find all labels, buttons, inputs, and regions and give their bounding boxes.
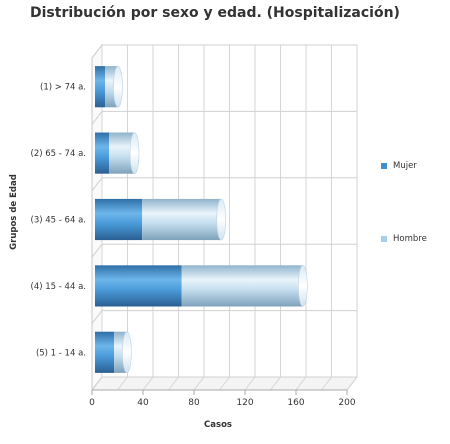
gridline-left-wall	[91, 243, 103, 258]
chart-title: Distribución por sexo y edad. (Hospitali…	[30, 5, 400, 21]
x-tick-label-1: 0	[89, 398, 95, 408]
gridline-floor	[193, 376, 205, 391]
y-tick-label-2: (2) 65 - 74 a.	[31, 149, 86, 159]
gridline-left-wall	[91, 177, 103, 192]
x-tick-label-2: 40	[137, 398, 149, 408]
bar-mujer-4[interactable]	[95, 265, 182, 307]
gridline-floor	[295, 376, 307, 391]
bar-mujer-1[interactable]	[95, 66, 106, 108]
gridline-left-wall	[91, 376, 103, 391]
legend-label-hombre: Hombre	[393, 234, 427, 244]
x-tick-label-4: 120	[236, 398, 253, 408]
gridline-left-wall	[91, 310, 103, 324]
gridline-floor	[270, 376, 281, 391]
legend: Mujer Hombre	[381, 0, 450, 444]
gridline-floor	[168, 376, 179, 391]
y-tick-label-5: (5) 1 - 14 a.	[36, 348, 86, 358]
x-tick-label-6: 200	[338, 398, 355, 408]
gridline-left-wall	[91, 44, 103, 59]
bar-hombre-3[interactable]	[142, 198, 222, 241]
gridline-floor	[321, 376, 332, 391]
legend-swatch-hombre	[381, 236, 387, 242]
gridline-floor	[117, 376, 128, 391]
legend-swatch-mujer	[381, 163, 387, 169]
legend-label-mujer: Mujer	[393, 161, 417, 171]
bar-mujer-2[interactable]	[95, 132, 110, 174]
bar-cap-2	[129, 132, 140, 174]
y-axis-title: Grupos de Edad	[9, 174, 19, 250]
gridline-floor	[219, 376, 230, 391]
bar-cap-1	[113, 65, 123, 108]
gridline-left-wall	[91, 111, 103, 125]
x-tick-label-3: 80	[188, 398, 200, 408]
bar-mujer-5[interactable]	[95, 331, 115, 373]
legend-item-hombre[interactable]: Hombre	[381, 234, 427, 244]
y-tick-label-1: (1) > 74 a.	[40, 83, 86, 93]
gridline-floor	[244, 376, 256, 391]
legend-item-mujer[interactable]: Mujer	[381, 161, 417, 171]
bar-hombre-4[interactable]	[181, 265, 303, 307]
bar-mujer-3[interactable]	[95, 198, 143, 241]
x-tick-label-5: 160	[287, 398, 304, 408]
bar-cap-5	[122, 331, 132, 374]
y-tick-label-4: (4) 15 - 44 a.	[31, 282, 86, 292]
gridline-floor	[142, 376, 154, 391]
bar-cap-4	[298, 265, 308, 307]
gridline-floor	[346, 376, 358, 391]
bar-cap-3	[216, 198, 227, 241]
y-tick-label-3: (3) 45 - 64 a.	[31, 216, 86, 226]
x-axis-title: Casos	[204, 420, 232, 430]
